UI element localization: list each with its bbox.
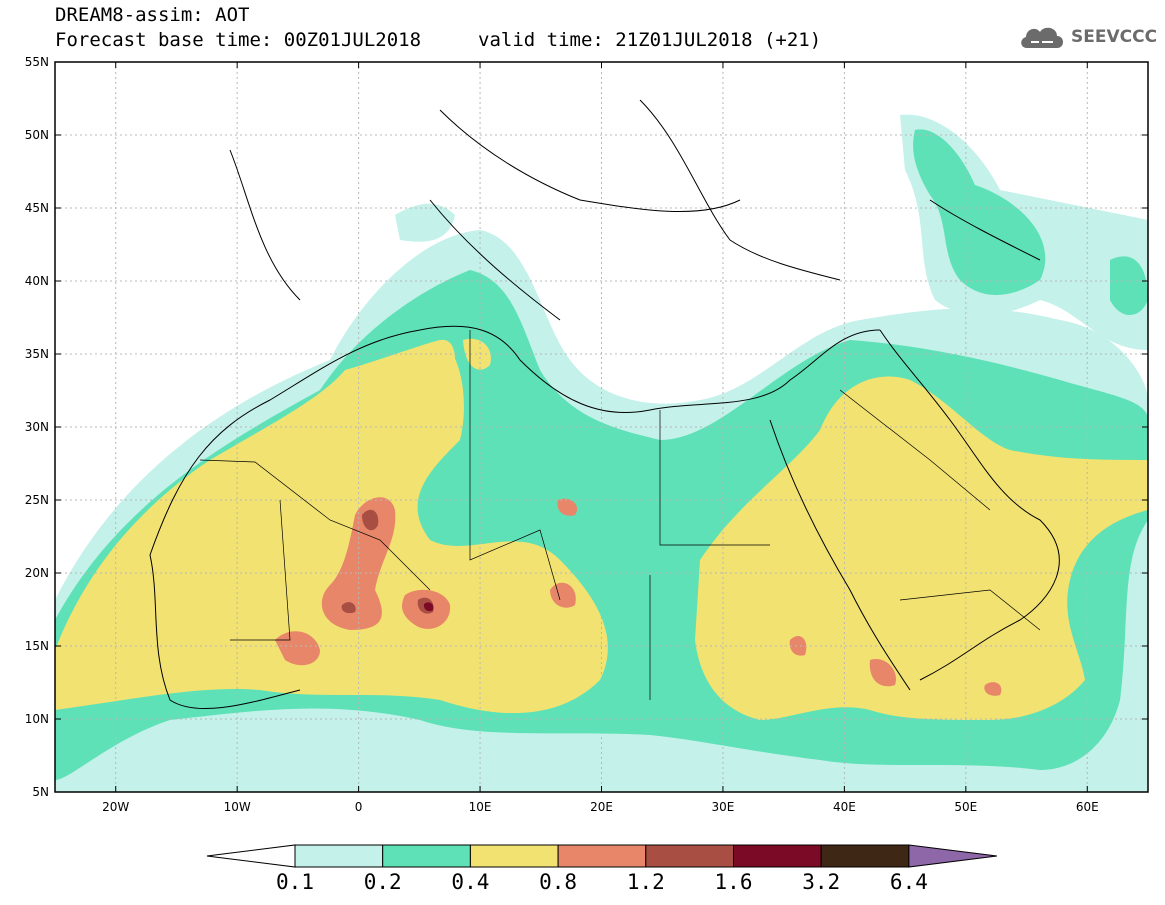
lon-tick-label: 10E bbox=[469, 800, 492, 814]
lon-tick-label: 30E bbox=[712, 800, 735, 814]
lat-axis: 55N 50N 45N 40N 35N 30N 25N 20N 15N 10N 5N bbox=[25, 55, 49, 799]
lon-tick-label: 10W bbox=[224, 800, 251, 814]
colorbar-box bbox=[469, 844, 559, 868]
lat-tick-label: 20N bbox=[25, 566, 49, 580]
map-title: DREAM8-assim: AOT bbox=[55, 4, 250, 26]
colorbar-box bbox=[382, 844, 471, 868]
coastlines bbox=[149, 99, 1060, 710]
lat-tick-label: 25N bbox=[25, 493, 49, 507]
colorbar-box bbox=[645, 844, 734, 868]
colorbar-label: 1.6 bbox=[714, 870, 753, 894]
colorbar-label: 0.1 bbox=[276, 870, 314, 894]
colorbar-over-triangle bbox=[908, 844, 997, 868]
colorbar-label: 0.2 bbox=[363, 870, 402, 894]
colorbar bbox=[206, 844, 997, 868]
logo-text: SEEVCCC bbox=[1071, 27, 1158, 47]
lat-tick-label: 10N bbox=[25, 712, 49, 726]
colorbar-box bbox=[557, 844, 647, 868]
lon-tick-label: 0 bbox=[355, 800, 363, 814]
lat-tick-label: 35N bbox=[25, 347, 49, 361]
lon-tick-label: 40E bbox=[833, 800, 856, 814]
lat-tick-label: 50N bbox=[25, 128, 49, 142]
colorbar-box bbox=[820, 844, 910, 868]
base-time-label: Forecast base time: 00Z01JUL2018 bbox=[55, 29, 422, 51]
country-borders bbox=[199, 330, 1041, 700]
lon-axis: 20W 10W 0 10E 20E 30E 40E 50E 60E bbox=[102, 800, 1099, 814]
lon-tick-label: 50E bbox=[954, 800, 977, 814]
lat-tick-label: 40N bbox=[25, 274, 49, 288]
colorbar-label: 3.2 bbox=[802, 870, 841, 894]
colorbar-box bbox=[733, 844, 822, 868]
colorbar-box bbox=[294, 844, 384, 868]
lon-tick-label: 20W bbox=[102, 800, 129, 814]
colorbar-label: 1.2 bbox=[626, 870, 665, 894]
grid-lines bbox=[55, 62, 1148, 792]
seevccc-logo: SEEVCCC bbox=[1017, 22, 1157, 52]
lat-tick-label: 45N bbox=[25, 201, 49, 215]
cloud-icon bbox=[1021, 27, 1063, 48]
lon-tick-label: 20E bbox=[590, 800, 613, 814]
lat-tick-label: 5N bbox=[32, 785, 49, 799]
axis-ticks bbox=[55, 61, 1148, 793]
valid-time-label: valid time: 21Z01JUL2018 (+21) bbox=[478, 29, 822, 51]
aot-band-1.6-3.2 bbox=[423, 602, 434, 612]
colorbar-under-triangle bbox=[206, 844, 296, 868]
lat-tick-label: 30N bbox=[25, 420, 49, 434]
colorbar-label: 0.4 bbox=[451, 870, 490, 894]
lon-tick-label: 60E bbox=[1076, 800, 1099, 814]
colorbar-label: 0.8 bbox=[539, 870, 578, 894]
lat-tick-label: 55N bbox=[25, 55, 49, 69]
colorbar-label: 6.4 bbox=[889, 870, 928, 894]
lat-tick-label: 15N bbox=[25, 639, 49, 653]
